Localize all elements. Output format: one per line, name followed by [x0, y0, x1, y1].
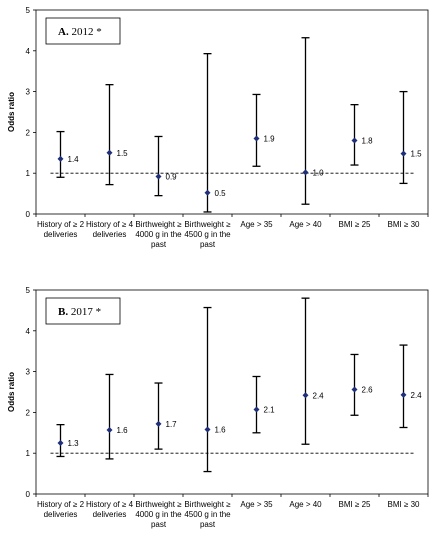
data-point-group: 1.3	[56, 423, 80, 458]
point-marker	[204, 189, 211, 196]
data-label: 0.9	[166, 172, 178, 181]
point-marker	[106, 149, 113, 156]
data-point-group: 2.4	[301, 297, 325, 445]
y-tick-label: 4	[26, 47, 31, 56]
category-label: History of ≥ 4 deliveries	[86, 500, 134, 519]
y-tick-label: 0	[26, 490, 31, 499]
point-marker	[57, 440, 64, 446]
y-tick-label: 0	[26, 210, 31, 219]
data-label: 1.6	[117, 426, 129, 435]
point-marker	[302, 169, 309, 176]
data-point-group: 0.5	[203, 53, 227, 213]
y-tick-label: 5	[26, 6, 31, 15]
chart-title-box: A. 2012 *	[45, 17, 121, 45]
y-tick-label: 1	[26, 449, 31, 458]
category-label: Birthweight ≥4000 g in the past	[135, 220, 182, 249]
data-label: 1.6	[215, 426, 227, 435]
data-label: 2.4	[313, 391, 325, 400]
data-label: 0.5	[215, 189, 227, 198]
data-point-group: 2.1	[252, 375, 276, 434]
y-tick-label: 5	[26, 286, 31, 295]
data-label: 1.4	[68, 155, 80, 164]
data-label: 1.0	[313, 168, 325, 177]
category-label: History of ≥ 4 deliveries	[86, 220, 134, 239]
chart-panel-b: 0 1 2 3 4 5 Odds ratio 1.3 History of ≥ 2 deliver…	[0, 280, 434, 550]
category-label: Age > 40	[289, 500, 322, 509]
point-marker	[302, 392, 309, 399]
data-point-group: 1.5	[399, 90, 423, 185]
point-marker	[155, 173, 162, 180]
chart-title: B. 2017 *	[58, 306, 101, 318]
point-marker	[57, 155, 64, 162]
y-tick-label: 2	[26, 128, 31, 137]
category-label: BMI ≥ 25	[339, 500, 372, 509]
data-point-group: 1.6	[105, 373, 129, 460]
data-point-group: 0.9	[154, 135, 178, 197]
data-point-group: 2.4	[399, 344, 423, 429]
point-marker	[351, 386, 358, 393]
point-marker	[204, 426, 211, 433]
category-label: Age > 35	[240, 500, 273, 509]
category-label: Age > 40	[289, 220, 322, 229]
chart-panel-a: 0 1 2 3 4 5 Odds ratio 1.4 History of ≥ 2 deliver…	[0, 0, 434, 270]
point-marker	[400, 150, 407, 157]
data-label: 1.7	[166, 420, 178, 429]
data-label: 2.4	[411, 391, 423, 400]
y-tick-label: 1	[26, 169, 31, 178]
data-label: 1.9	[264, 135, 276, 144]
data-label: 2.1	[264, 406, 276, 415]
data-point-group: 1.7	[154, 382, 178, 450]
data-label: 1.8	[362, 137, 374, 146]
category-label: History of ≥ 2 deliveries	[37, 500, 85, 519]
data-point-group: 2.6	[350, 353, 374, 416]
point-marker	[155, 420, 162, 427]
data-label: 1.5	[411, 150, 423, 159]
y-tick-label: 2	[26, 408, 31, 417]
category-label: BMI ≥ 30	[388, 500, 421, 509]
category-label: History of ≥ 2 deliveries	[37, 220, 85, 239]
point-marker	[253, 135, 260, 142]
category-label: Birthweight ≥4500 g in the past	[184, 220, 231, 249]
point-marker	[351, 137, 358, 144]
data-point-group: 1.8	[350, 104, 374, 166]
point-marker	[106, 426, 113, 433]
data-point-group: 1.9	[252, 93, 276, 167]
category-label: BMI ≥ 30	[388, 220, 421, 229]
y-axis-title: Odds ratio	[7, 92, 16, 132]
point-marker	[253, 406, 260, 413]
point-marker	[400, 391, 407, 398]
y-axis-title: Odds ratio	[7, 372, 16, 412]
y-tick-label: 3	[26, 88, 31, 97]
odds-ratio-chart-a: 0 1 2 3 4 5 Odds ratio 1.4 History of ≥ 2 deliver…	[7, 6, 429, 249]
category-label: Age > 35	[240, 220, 273, 229]
category-label: Birthweight ≥4000 g in the past	[135, 500, 182, 529]
y-tick-label: 4	[26, 327, 31, 336]
chart-title-box: B. 2017 *	[45, 297, 121, 325]
y-tick-label: 3	[26, 368, 31, 377]
category-label: Birthweight ≥4500 g in the past	[184, 500, 231, 529]
data-point-group: 1.5	[105, 84, 129, 186]
data-point-group: 1.0	[301, 37, 325, 205]
data-point-group: 1.4	[56, 130, 80, 178]
data-label: 1.3	[68, 439, 80, 448]
data-label: 1.5	[117, 149, 129, 158]
odds-ratio-chart-b: 0 1 2 3 4 5 Odds ratio 1.3 History of ≥ 2 deliver…	[7, 286, 429, 529]
data-point-group: 1.6	[203, 306, 227, 473]
category-label: BMI ≥ 25	[339, 220, 372, 229]
chart-title: A. 2012 *	[58, 26, 102, 38]
data-label: 2.6	[362, 386, 374, 395]
